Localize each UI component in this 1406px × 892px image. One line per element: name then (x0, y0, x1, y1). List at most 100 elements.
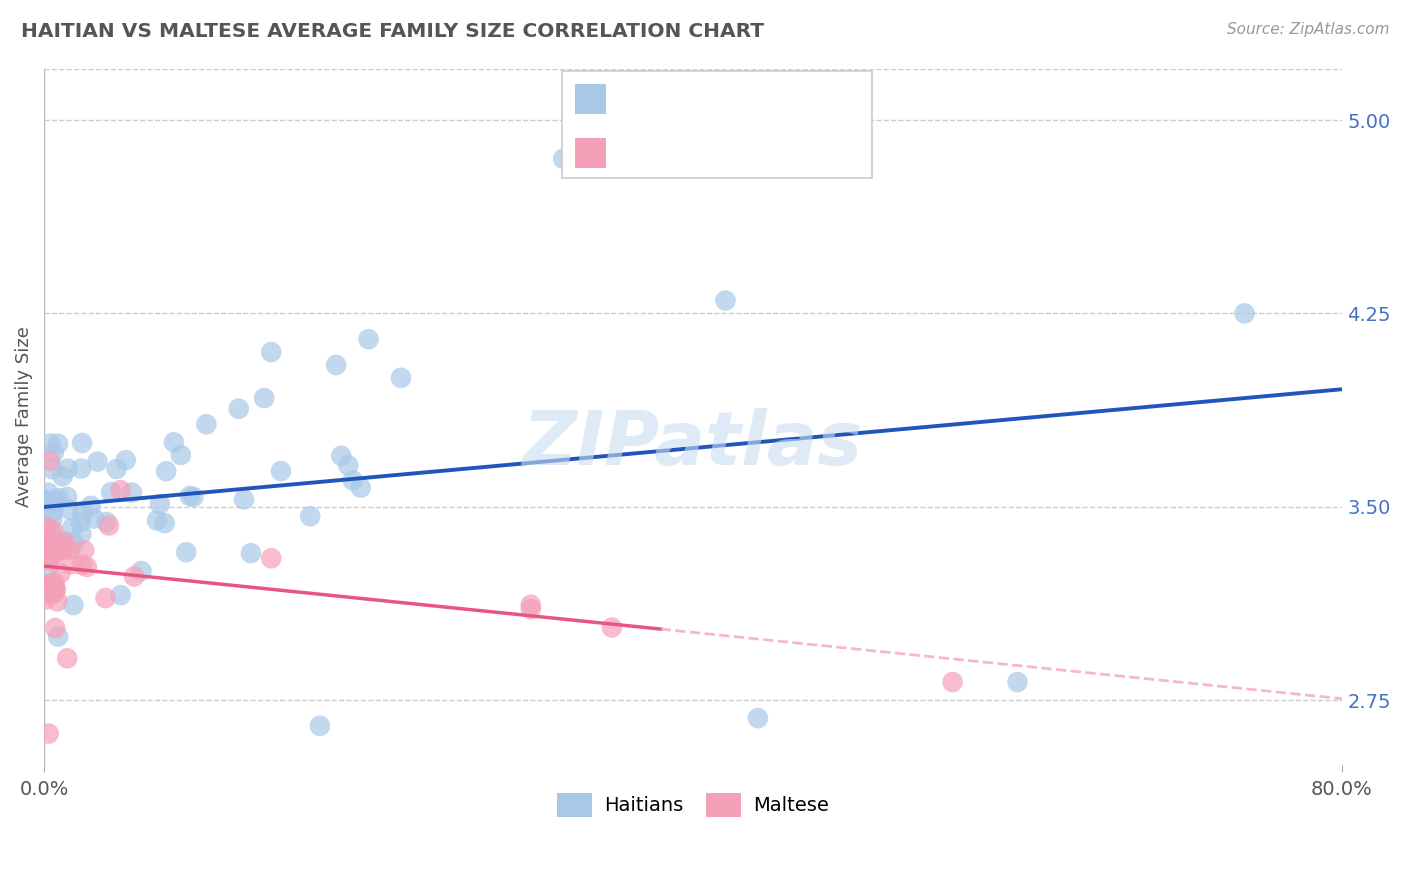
Point (48, 491, 70, 505)
Point (170, 448, 193, 462)
Point (39, 524, 62, 538)
Point (35, 578, 58, 592)
Point (105, 462, 128, 476)
Point (70, 461, 93, 475)
Point (1007, 675, 1029, 690)
Point (37, 493, 59, 508)
Point (70, 558, 93, 572)
Point (330, 449, 353, 463)
Point (155, 464, 177, 478)
Point (39, 436, 62, 450)
Point (53, 541, 76, 556)
Point (60, 558, 83, 572)
Point (98, 518, 121, 533)
Point (38, 726, 60, 740)
Point (35, 581, 58, 595)
Text: ZIPatlas: ZIPatlas (523, 408, 863, 481)
Point (1233, 306, 1256, 320)
Point (46, 536, 69, 550)
Point (233, 492, 256, 507)
Point (600, 620, 623, 634)
Point (35, 537, 58, 551)
Point (37, 494, 59, 508)
Y-axis label: Average Family Size: Average Family Size (15, 326, 32, 507)
Point (350, 481, 373, 495)
Point (342, 474, 364, 488)
Point (35, 592, 58, 607)
Point (520, 598, 543, 612)
Point (83, 511, 105, 525)
Point (39, 544, 62, 558)
Point (44, 541, 66, 556)
Legend: Haitians, Maltese: Haitians, Maltese (550, 785, 837, 824)
Point (122, 569, 145, 583)
Point (37, 528, 59, 542)
Point (942, 675, 965, 690)
Point (195, 417, 218, 432)
Point (357, 332, 380, 346)
Point (553, 152, 575, 166)
Point (35, 527, 58, 541)
Point (131, 564, 153, 578)
Point (38, 454, 60, 468)
Point (44, 582, 66, 597)
Point (62, 598, 84, 612)
Point (153, 516, 176, 530)
Point (325, 358, 347, 372)
Point (35, 548, 58, 562)
Point (44, 621, 66, 635)
Point (42, 549, 65, 563)
Point (38, 549, 60, 564)
Point (53, 534, 76, 549)
Point (69, 515, 91, 529)
Point (48, 533, 70, 547)
Point (253, 391, 276, 405)
FancyBboxPatch shape (575, 84, 606, 114)
Point (337, 458, 360, 473)
Point (41, 533, 63, 547)
Point (110, 588, 132, 602)
Point (41, 512, 63, 526)
Point (42, 504, 65, 518)
Point (46, 436, 69, 450)
Point (46, 544, 69, 558)
Point (146, 513, 169, 527)
Point (114, 453, 136, 467)
Point (73, 543, 96, 558)
Point (72, 506, 94, 520)
Point (46, 630, 69, 644)
Point (389, 371, 412, 385)
Point (149, 497, 172, 511)
FancyBboxPatch shape (562, 71, 872, 178)
Point (96, 515, 118, 529)
Point (37, 561, 59, 575)
Point (228, 401, 250, 416)
Point (70, 436, 93, 450)
Point (45, 494, 67, 508)
Point (309, 719, 332, 733)
Point (86, 454, 108, 468)
Point (80, 499, 103, 513)
Point (49, 566, 72, 580)
Point (183, 490, 205, 504)
Point (60, 521, 83, 535)
Point (59, 542, 82, 557)
Point (70, 527, 93, 541)
Text: HAITIAN VS MALTESE AVERAGE FAMILY SIZE CORRELATION CHART: HAITIAN VS MALTESE AVERAGE FAMILY SIZE C… (21, 22, 763, 41)
Point (39, 548, 62, 562)
Point (163, 435, 186, 450)
Point (747, 711, 769, 725)
Text: Source: ZipAtlas.com: Source: ZipAtlas.com (1226, 22, 1389, 37)
Point (239, 546, 262, 560)
Point (520, 602, 543, 616)
Point (38, 553, 60, 567)
Point (37, 587, 59, 601)
Point (58, 502, 80, 516)
Point (121, 485, 143, 500)
Point (63, 535, 86, 549)
Point (56, 490, 79, 504)
Point (260, 551, 283, 566)
Text: R =  0.285   N = 73: R = 0.285 N = 73 (619, 90, 794, 108)
Point (35, 530, 58, 544)
Point (37, 547, 59, 561)
